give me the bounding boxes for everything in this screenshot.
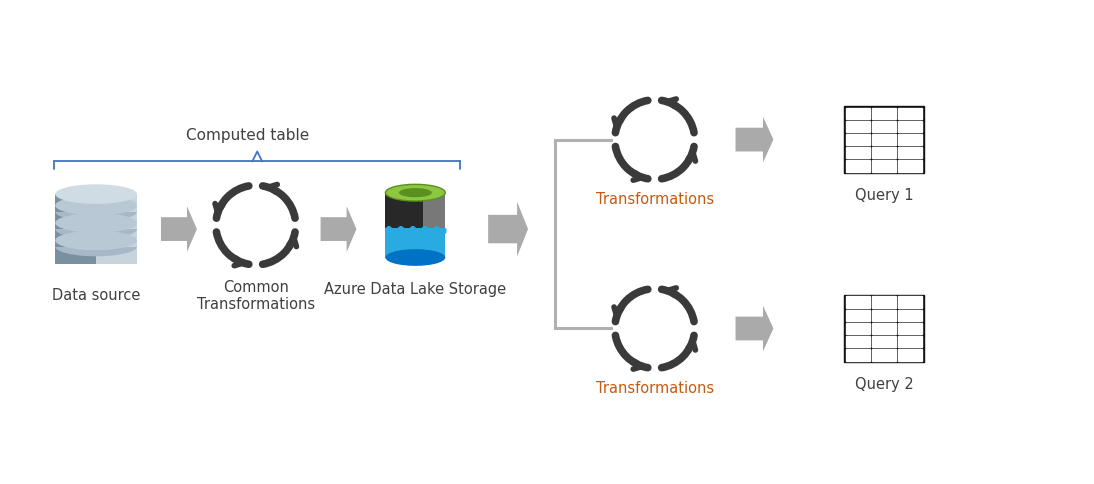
Text: Query 1: Query 1 — [854, 188, 913, 203]
Bar — [846, 108, 870, 120]
Polygon shape — [96, 241, 137, 247]
Polygon shape — [96, 224, 137, 229]
Ellipse shape — [56, 214, 137, 233]
Bar — [872, 310, 896, 321]
Text: Transformations: Transformations — [595, 192, 713, 207]
Bar — [898, 135, 922, 146]
Bar — [846, 121, 870, 133]
Polygon shape — [735, 118, 773, 163]
Bar — [898, 349, 922, 361]
Ellipse shape — [56, 202, 137, 222]
Text: Data source: Data source — [51, 287, 140, 302]
Bar — [872, 148, 896, 159]
Text: Transformations: Transformations — [595, 380, 713, 395]
Text: Query 2: Query 2 — [854, 377, 913, 392]
Polygon shape — [56, 241, 96, 247]
Polygon shape — [96, 206, 137, 212]
Ellipse shape — [385, 185, 445, 202]
Bar — [872, 336, 896, 348]
Text: Computed table: Computed table — [186, 127, 309, 142]
Bar — [898, 161, 922, 172]
Bar — [898, 148, 922, 159]
Ellipse shape — [56, 220, 137, 240]
Polygon shape — [385, 229, 422, 258]
Ellipse shape — [56, 231, 137, 251]
Bar — [845, 106, 924, 174]
Bar — [872, 135, 896, 146]
Bar — [872, 108, 896, 120]
Bar — [846, 336, 870, 348]
Polygon shape — [422, 229, 445, 258]
Bar — [872, 161, 896, 172]
Polygon shape — [96, 195, 137, 264]
Text: Azure Data Lake Storage: Azure Data Lake Storage — [324, 281, 507, 296]
Bar — [846, 135, 870, 146]
Bar — [898, 310, 922, 321]
Bar — [898, 323, 922, 334]
Bar — [846, 349, 870, 361]
Bar — [846, 297, 870, 308]
Polygon shape — [735, 306, 773, 352]
Polygon shape — [321, 207, 357, 253]
Ellipse shape — [385, 250, 445, 266]
Bar — [872, 297, 896, 308]
Bar — [898, 108, 922, 120]
Polygon shape — [56, 195, 96, 264]
Bar — [872, 349, 896, 361]
Polygon shape — [488, 202, 528, 257]
Bar — [872, 323, 896, 334]
Polygon shape — [422, 193, 445, 258]
Polygon shape — [56, 224, 96, 229]
Ellipse shape — [56, 237, 137, 257]
Bar — [846, 148, 870, 159]
Polygon shape — [385, 193, 422, 258]
Bar — [846, 310, 870, 321]
Polygon shape — [56, 206, 96, 212]
Bar — [845, 295, 924, 363]
Text: Common
Transformations: Common Transformations — [197, 279, 315, 312]
Ellipse shape — [56, 197, 137, 216]
Bar — [846, 161, 870, 172]
Bar — [872, 121, 896, 133]
Ellipse shape — [399, 189, 432, 198]
Bar — [898, 121, 922, 133]
Bar — [898, 336, 922, 348]
Bar — [898, 297, 922, 308]
Bar — [846, 323, 870, 334]
Polygon shape — [161, 207, 197, 253]
Ellipse shape — [56, 185, 137, 204]
